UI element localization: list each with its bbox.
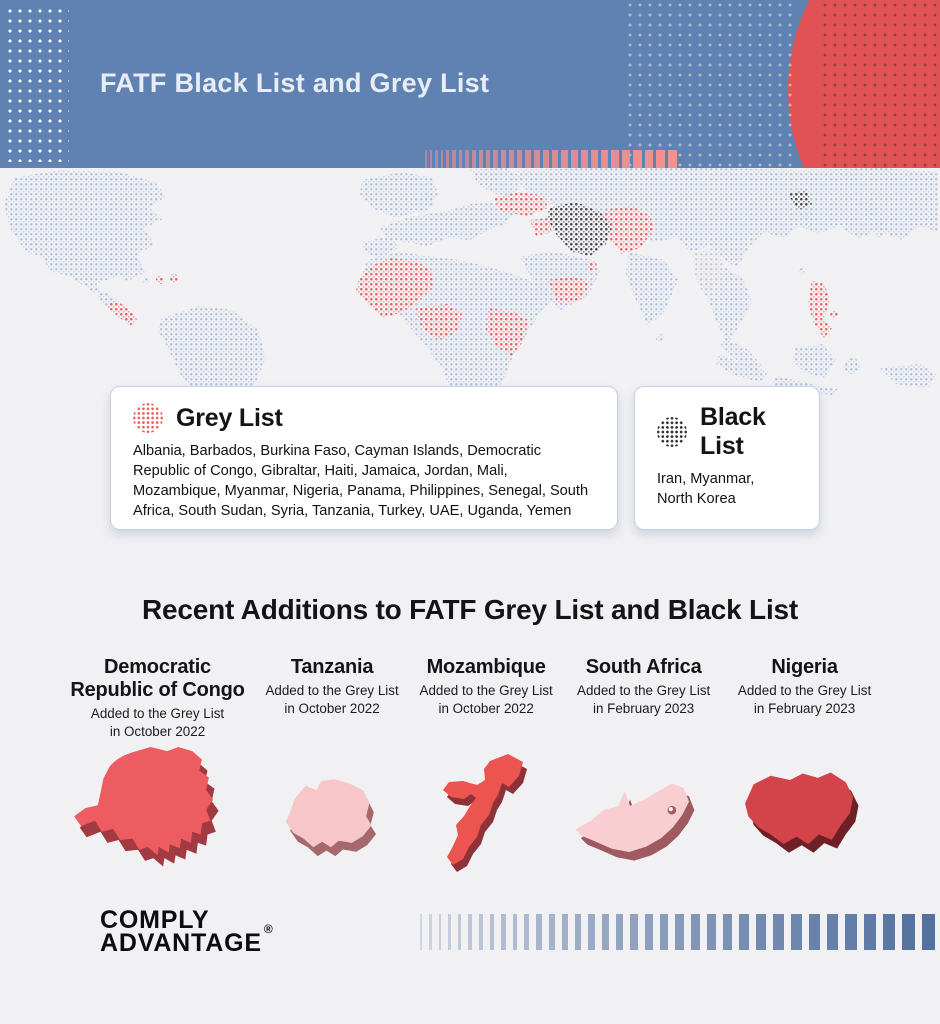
logo-line-2: ADVANTAGE® xyxy=(100,922,274,958)
map-black-list-regions xyxy=(548,190,812,256)
country-name: Nigeria xyxy=(771,656,838,678)
grey-list-title: Grey List xyxy=(176,403,283,432)
south-africa-shape xyxy=(575,783,694,861)
country-card-tanzania: Tanzania Added to the Grey List in Octobe… xyxy=(255,656,409,872)
decorative-red-circle xyxy=(788,0,940,168)
registered-trademark: ® xyxy=(263,922,274,937)
dot-pattern-middle xyxy=(625,0,795,168)
map-myanmar-region xyxy=(692,248,724,304)
grey-list-icon xyxy=(133,403,163,433)
mozambique-shape xyxy=(443,754,528,873)
nigeria-shape xyxy=(744,772,859,854)
country-card-south-africa: South Africa Added to the Grey List in Fe… xyxy=(563,656,724,872)
page-title: FATF Black List and Grey List xyxy=(100,68,490,98)
comply-advantage-logo: COMPLY ADVANTAGE® xyxy=(100,905,274,958)
world-map-section xyxy=(0,168,940,398)
black-list-countries: Iran, Myanmar, North Korea xyxy=(657,471,755,508)
country-card-mozambique: Mozambique Added to the Grey List in Octo… xyxy=(409,656,563,873)
country-note: Added to the Grey List in October 2022 xyxy=(265,683,399,716)
country-card-nigeria: Nigeria Added to the Grey List in Februar… xyxy=(724,656,885,872)
drc-shape xyxy=(74,747,219,867)
dot-pattern-right xyxy=(820,0,940,168)
recent-countries-row: Democratic Republic of Congo Added to th… xyxy=(60,656,885,873)
country-name: South Africa xyxy=(585,656,702,678)
country-note: Added to the Grey List in October 2022 xyxy=(419,683,553,716)
tanzania-shape xyxy=(285,779,377,857)
country-note: Added to the Grey List in February 2023 xyxy=(737,683,872,716)
country-name: Democratic Republic of Congo xyxy=(70,656,245,701)
country-name: Mozambique xyxy=(426,656,546,678)
black-list-card: Black List Iran, Myanmar, North Korea xyxy=(634,386,820,530)
decorative-bars-header xyxy=(425,150,677,168)
grey-list-countries: Albania, Barbados, Burkina Faso, Cayman … xyxy=(133,443,589,520)
map-grey-list-regions xyxy=(106,192,838,356)
dot-pattern-left xyxy=(5,6,69,162)
country-card-drc: Democratic Republic of Congo Added to th… xyxy=(60,656,255,872)
grey-list-card: Grey List Albania, Barbados, Burkina Fas… xyxy=(110,386,618,530)
decorative-bars-footer xyxy=(420,914,935,951)
country-name: Tanzania xyxy=(290,656,374,678)
country-note: Added to the Grey List in February 2023 xyxy=(577,683,711,716)
black-list-icon xyxy=(657,417,687,447)
footer: COMPLY ADVANTAGE® xyxy=(100,902,940,962)
logo-line-1: COMPLY xyxy=(100,905,210,934)
legend-cards: Grey List Albania, Barbados, Burkina Fas… xyxy=(110,386,820,530)
recent-additions-title: Recent Additions to FATF Grey List and B… xyxy=(141,594,799,625)
header-banner: FATF Black List and Grey List xyxy=(0,0,940,168)
country-note: Added to the Grey List in October 2022 xyxy=(90,706,225,739)
black-list-title: Black List xyxy=(700,403,766,460)
world-map xyxy=(4,168,938,395)
